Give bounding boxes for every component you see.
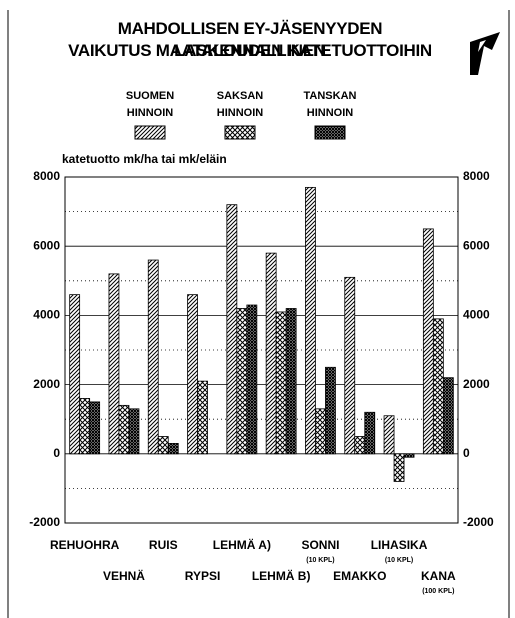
bar	[325, 366, 336, 455]
y-tick-label: 4000	[33, 308, 60, 322]
x-tick-label: LEHMÄ A)	[213, 537, 271, 552]
logo	[470, 32, 500, 75]
bar	[344, 276, 356, 455]
bar	[393, 453, 405, 482]
legend-swatch	[314, 125, 346, 140]
y-tick-label: 8000	[33, 169, 60, 183]
bar	[246, 304, 258, 455]
y2-tick-label: 8000	[463, 169, 490, 183]
x-tick-label: LEHMÄ B)	[252, 568, 311, 583]
y-label: katetuotto mk/ha tai mk/eläin	[62, 152, 227, 166]
bar	[442, 377, 454, 455]
x-tick-label: LIHASIKA	[371, 538, 428, 552]
bar	[226, 204, 238, 455]
bar	[79, 398, 91, 455]
y-tick-label: 2000	[33, 377, 60, 391]
bar	[275, 311, 287, 455]
y-tick-label: 6000	[33, 238, 60, 252]
y2-tick-label: 6000	[463, 238, 490, 252]
legend-swatch	[224, 125, 256, 140]
bar	[354, 436, 366, 455]
bar	[422, 228, 434, 455]
bar	[69, 294, 81, 455]
bar	[147, 259, 159, 455]
bar	[187, 294, 198, 455]
bar	[167, 443, 179, 455]
legend-label: SUOMEN HINNOIN	[125, 90, 175, 119]
y2-tick-label: 0	[463, 446, 470, 460]
x-tick-note: (10 KPL)	[306, 557, 334, 564]
x-tick-label: VEHNÄ	[103, 568, 145, 583]
bar	[197, 380, 208, 455]
x-tick-label: RYPSI	[185, 569, 221, 583]
legend-label: TANSKAN HINNOIN	[303, 90, 357, 119]
x-tick-note: (10 KPL)	[385, 557, 413, 564]
bar	[315, 408, 326, 455]
x-tick-label: KANA	[421, 569, 456, 583]
bar	[364, 411, 376, 455]
x-tick-label: EMAKKO	[333, 569, 386, 583]
y-tick-label: -2000	[29, 515, 60, 529]
bar	[108, 273, 120, 455]
y2-tick-label: 2000	[463, 377, 490, 391]
y2-tick-label: 4000	[463, 308, 490, 322]
x-tick-label: REHUOHRA	[50, 538, 120, 552]
bar	[128, 408, 140, 455]
x-tick-label: SONNI	[301, 538, 339, 552]
bar	[305, 186, 316, 455]
bar	[118, 404, 130, 455]
bar	[403, 453, 415, 458]
bar	[89, 401, 101, 455]
legend-swatch	[134, 125, 166, 140]
bar	[285, 308, 297, 455]
y-tick-label: 0	[53, 446, 60, 460]
x-tick-label: RUIS	[149, 538, 178, 552]
chart-title: VAIKUTUS MAATALOUDEN KATETUOTTOIHIN	[68, 41, 432, 60]
bar	[157, 436, 169, 455]
bar	[236, 308, 248, 455]
bar	[383, 415, 395, 455]
legend-label: SAKSAN HINNOIN	[216, 90, 264, 119]
x-tick-note: (100 KPL)	[422, 588, 454, 595]
bar	[432, 318, 444, 455]
chart-title: MAHDOLLISEN EY-JÄSENYYDEN LASKENNALLINEN	[117, 19, 383, 60]
bar	[265, 252, 277, 455]
y2-tick-label: -2000	[463, 515, 494, 529]
